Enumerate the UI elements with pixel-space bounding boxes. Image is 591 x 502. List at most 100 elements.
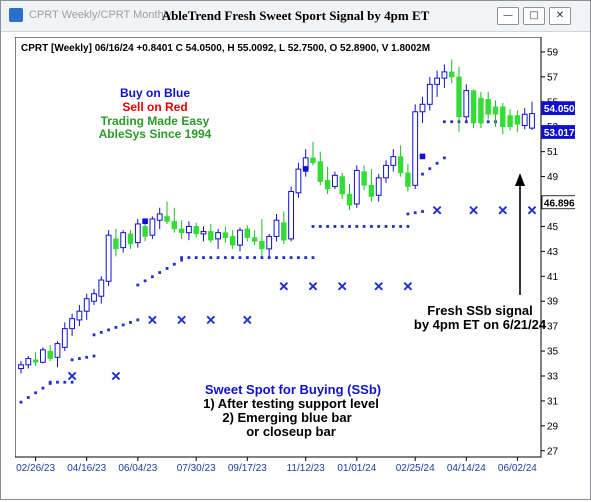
- candle-body: [383, 164, 389, 179]
- candle: [295, 162, 302, 198]
- support-dot: [362, 225, 366, 228]
- price-badge: 53.0172: [541, 125, 583, 139]
- candle-body: [463, 90, 470, 118]
- candle: [120, 230, 127, 253]
- ssb-marker: [337, 281, 347, 291]
- support-dot: [224, 256, 227, 259]
- candle-body: [61, 328, 68, 348]
- y-tick-label: 31: [547, 396, 559, 407]
- ssb-marker: [206, 315, 216, 325]
- restore-button[interactable]: □: [523, 7, 545, 25]
- candle-body: [208, 231, 214, 241]
- candle: [514, 110, 521, 132]
- candle-body: [492, 106, 499, 115]
- candle: [98, 276, 105, 304]
- candle: [478, 91, 484, 128]
- candle-body: [346, 193, 353, 206]
- support-dot: [318, 225, 322, 228]
- candle-body: [120, 232, 127, 249]
- support-dots: [19, 120, 534, 404]
- candle: [113, 228, 119, 257]
- support-dot: [107, 328, 110, 332]
- candle-body: [397, 156, 404, 174]
- support-dot: [443, 156, 446, 160]
- candle: [25, 356, 32, 369]
- support-dot: [275, 256, 278, 259]
- ssb-markers: [67, 205, 537, 381]
- minimize-button[interactable]: —: [497, 7, 519, 25]
- chart-area[interactable]: 2729313335373941434547495153555759 02/26…: [14, 36, 583, 497]
- blue-bar-marker: [302, 166, 309, 172]
- support-dot: [92, 333, 96, 337]
- candle: [426, 76, 433, 111]
- candle-body: [237, 229, 243, 246]
- candle-body: [164, 216, 170, 222]
- candle-body: [273, 219, 280, 237]
- candle-body: [339, 176, 345, 195]
- candle: [164, 201, 170, 224]
- support-dot: [443, 120, 446, 124]
- candle-body: [69, 318, 76, 330]
- ssb-marker-stroke: [308, 281, 318, 291]
- sweet-spot-line-2: 2) Emerging blue bar: [222, 410, 351, 425]
- support-dot: [70, 380, 74, 384]
- candle: [142, 221, 148, 242]
- candle: [434, 70, 441, 97]
- ssb-marker: [67, 371, 77, 381]
- support-dot: [172, 262, 176, 266]
- close-button[interactable]: ✕: [549, 7, 571, 25]
- support-dot: [165, 266, 169, 270]
- support-dot: [406, 225, 410, 228]
- x-tick-label: 11/12/23: [287, 463, 326, 474]
- candle: [412, 104, 419, 190]
- candle-body: [200, 230, 207, 235]
- x-tick-label: 09/17/23: [228, 463, 267, 474]
- candle-body: [113, 238, 119, 250]
- support-dot: [202, 256, 205, 259]
- candle-body: [134, 223, 141, 244]
- price-chart[interactable]: 2729313335373941434547495153555759 02/26…: [14, 36, 583, 497]
- candle: [353, 165, 360, 208]
- y-tick-label: 29: [547, 421, 559, 432]
- support-dot: [377, 225, 381, 228]
- window-tabs[interactable]: CPRT Weekly/CPRT Monthly: [29, 9, 172, 21]
- candle: [441, 64, 448, 89]
- candle-body: [25, 358, 32, 366]
- candle-body: [470, 90, 477, 124]
- candle: [178, 220, 185, 239]
- support-dot: [180, 256, 183, 259]
- x-tick-label: 04/16/23: [67, 463, 106, 474]
- candle-body: [332, 174, 338, 188]
- ssb-marker: [432, 205, 442, 215]
- candle: [186, 221, 192, 241]
- support-dot: [180, 258, 183, 262]
- candle-body: [390, 156, 397, 166]
- ssb-marker: [308, 281, 318, 291]
- candle: [273, 213, 280, 242]
- candle: [397, 145, 404, 177]
- support-dot: [413, 211, 417, 215]
- legend-buy: Buy on Blue: [120, 86, 190, 100]
- sweet-spot-line-3: or closeup bar: [246, 424, 336, 439]
- support-dot: [406, 212, 410, 216]
- candle-body: [18, 364, 24, 370]
- candle-body: [98, 279, 105, 297]
- candle: [259, 218, 265, 257]
- blue-bar-marker: [419, 153, 426, 160]
- ssb-marker-stroke: [111, 371, 121, 381]
- candle: [32, 352, 39, 367]
- support-dot: [129, 321, 132, 324]
- support-dot: [187, 256, 191, 259]
- candle-body: [83, 298, 90, 312]
- sweet-spot-note: Sweet Spot for Buying (SSb) 1) After tes…: [203, 382, 381, 439]
- candle: [470, 89, 477, 128]
- candle: [492, 100, 499, 127]
- x-tick-label: 06/04/23: [118, 463, 157, 474]
- candle-body: [40, 349, 46, 363]
- candle: [500, 103, 506, 135]
- support-dot: [289, 256, 293, 259]
- legend-sell: Sell on Red: [122, 100, 187, 114]
- support-dot: [114, 325, 118, 329]
- candle-body: [230, 236, 236, 246]
- candle-body: [448, 71, 455, 78]
